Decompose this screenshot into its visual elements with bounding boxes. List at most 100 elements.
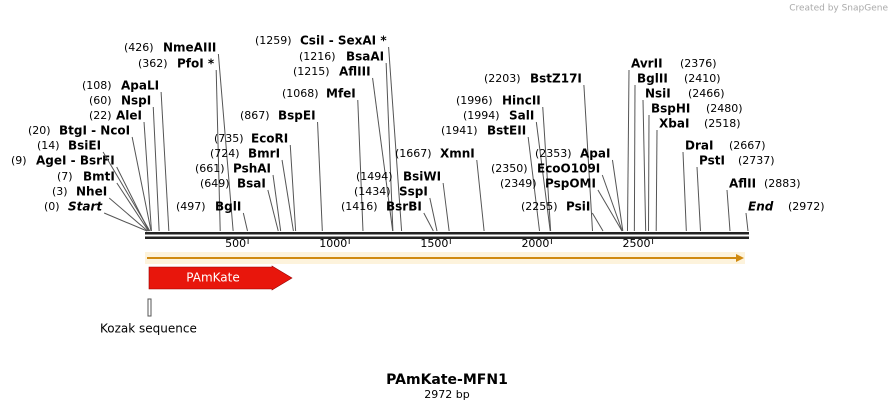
site-position: (3) bbox=[52, 185, 68, 198]
site-name: EcoO109I bbox=[537, 162, 600, 176]
site-name: SalI bbox=[509, 109, 534, 123]
site-position: (1068) bbox=[282, 87, 319, 100]
site-position: (1494) bbox=[356, 170, 393, 183]
site-position: (1416) bbox=[341, 200, 378, 213]
site-position: (2480) bbox=[706, 102, 743, 115]
site-line bbox=[152, 106, 160, 232]
site-position: (2350) bbox=[491, 162, 528, 175]
site-line bbox=[642, 99, 647, 232]
site-name: BsiWI bbox=[403, 170, 441, 184]
site-name: BmrI bbox=[248, 147, 280, 161]
site-name: PshAI bbox=[233, 162, 271, 176]
site-line bbox=[372, 77, 394, 232]
site-name: AflII bbox=[729, 177, 756, 191]
site-line bbox=[215, 69, 221, 232]
site-name: BstZ17I bbox=[530, 72, 582, 86]
site-line bbox=[655, 129, 658, 232]
site-name: XmnI bbox=[440, 147, 475, 161]
feature-label: Kozak sequence bbox=[100, 322, 197, 336]
site-line bbox=[527, 136, 541, 232]
site-line bbox=[108, 197, 148, 232]
site-line bbox=[611, 159, 624, 232]
site-position: (2883) bbox=[764, 177, 801, 190]
site-position: (1216) bbox=[299, 50, 336, 63]
site-position: (7) bbox=[57, 170, 73, 183]
site-name: BglII bbox=[637, 72, 668, 86]
feature-label: PAmKate bbox=[186, 271, 239, 285]
map-length: 2972 bp bbox=[424, 388, 469, 401]
site-name: BspHI bbox=[651, 102, 690, 116]
site-position: (497) bbox=[176, 200, 206, 213]
site-line bbox=[597, 189, 623, 232]
ruler-label: 2000 bbox=[521, 237, 549, 250]
site-position: (20) bbox=[28, 124, 51, 137]
site-position: (724) bbox=[210, 147, 240, 160]
site-line bbox=[476, 159, 485, 232]
site-name: NheI bbox=[76, 185, 107, 199]
site-position: (2466) bbox=[688, 87, 725, 100]
site-name: BsiEI bbox=[68, 139, 101, 153]
site-name: BsrBI bbox=[386, 200, 422, 214]
site-name: BstEII bbox=[487, 124, 526, 138]
site-name: MfeI bbox=[326, 87, 356, 101]
site-name: BspEI bbox=[278, 109, 316, 123]
site-line bbox=[242, 212, 248, 232]
site-line bbox=[423, 212, 434, 232]
site-position: (2410) bbox=[684, 72, 721, 85]
site-line bbox=[388, 46, 403, 232]
site-position: (2376) bbox=[680, 57, 717, 70]
site-line bbox=[442, 182, 450, 232]
site-name: DraI bbox=[685, 139, 713, 153]
site-position: (649) bbox=[200, 177, 230, 190]
site-name: AvrII bbox=[631, 57, 663, 71]
site-position: (14) bbox=[37, 139, 60, 152]
site-position: (60) bbox=[89, 94, 112, 107]
site-name: AgeI - BsrFI bbox=[36, 154, 115, 168]
orf-arrow bbox=[736, 254, 744, 262]
site-position: (2737) bbox=[738, 154, 775, 167]
site-position: (2667) bbox=[729, 139, 766, 152]
site-line bbox=[626, 69, 630, 232]
map-title: PAmKate-MFN1 bbox=[386, 372, 508, 388]
site-name: HincII bbox=[502, 94, 541, 108]
site-name: BsaI bbox=[237, 177, 266, 191]
site-name: PfoI * bbox=[177, 57, 215, 71]
site-position: (1434) bbox=[354, 185, 391, 198]
site-position: (867) bbox=[240, 109, 270, 122]
site-position: (661) bbox=[195, 162, 225, 175]
site-name: CsiI - SexAI * bbox=[300, 34, 387, 48]
site-name: End bbox=[748, 200, 774, 214]
site-position: (1667) bbox=[395, 147, 432, 160]
site-position: (1994) bbox=[463, 109, 500, 122]
site-name: AleI bbox=[116, 109, 142, 123]
site-position: (1215) bbox=[293, 65, 330, 78]
site-line bbox=[726, 189, 731, 232]
site-name: NmeAIII bbox=[163, 41, 216, 55]
site-name: BmtI bbox=[83, 170, 115, 184]
site-position: (2353) bbox=[535, 147, 572, 160]
backbone bbox=[145, 236, 749, 239]
site-name: SspI bbox=[399, 185, 428, 199]
site-position: (22) bbox=[89, 109, 112, 122]
ruler-label: 1500 bbox=[420, 237, 448, 250]
site-line bbox=[535, 121, 551, 232]
site-name: PstI bbox=[699, 154, 725, 168]
site-position: (9) bbox=[11, 154, 27, 167]
ruler-label: 2500 bbox=[623, 237, 651, 250]
feature-arrow bbox=[148, 265, 293, 291]
site-line bbox=[317, 121, 323, 232]
site-name: ApaLI bbox=[121, 79, 159, 93]
site-line bbox=[633, 84, 636, 232]
site-position: (0) bbox=[44, 200, 60, 213]
site-line bbox=[281, 159, 294, 232]
site-position: (2203) bbox=[484, 72, 521, 85]
site-line bbox=[583, 84, 593, 232]
site-line bbox=[131, 136, 152, 232]
backbone bbox=[145, 232, 749, 235]
site-position: (1259) bbox=[255, 34, 292, 47]
site-position: (1996) bbox=[456, 94, 493, 107]
site-line bbox=[103, 212, 148, 232]
site-line bbox=[745, 212, 749, 232]
ruler-label: 500 bbox=[225, 237, 246, 250]
